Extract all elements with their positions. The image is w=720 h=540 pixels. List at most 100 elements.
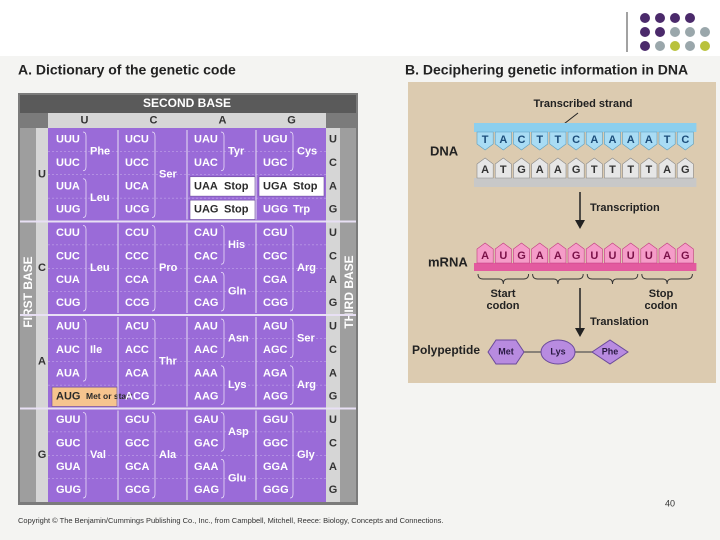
codon: AAU xyxy=(194,321,218,333)
codon: CAG xyxy=(194,297,218,309)
met-shape xyxy=(487,339,525,365)
codon: CCC xyxy=(125,250,149,262)
amino-acid: Ser xyxy=(297,332,315,344)
codon: CAC xyxy=(194,250,218,262)
dna-bottom-base: T xyxy=(627,164,634,176)
dna-top-base: A xyxy=(645,134,653,146)
codon: AGU xyxy=(263,321,288,333)
arrowhead xyxy=(575,220,585,229)
stop-codon-label: Stop xyxy=(649,288,674,300)
coding-base xyxy=(513,157,530,179)
dna-label: DNA xyxy=(430,143,459,158)
amino-acid: Glu xyxy=(228,473,246,485)
mrna-base-letter: U xyxy=(627,250,635,262)
group-bracket xyxy=(151,225,156,312)
panel-a-title: A. Dictionary of the genetic code xyxy=(18,62,236,78)
mrna-base xyxy=(476,242,494,264)
codon: CCA xyxy=(125,274,149,286)
amino-acid: Gly xyxy=(297,449,316,461)
dna-bottom-base: T xyxy=(591,164,598,176)
amino-acid: Phe xyxy=(602,346,619,356)
codon: ACA xyxy=(125,367,149,379)
template-base xyxy=(476,131,494,151)
third-base: C xyxy=(329,157,337,169)
template-base xyxy=(604,131,621,151)
second-base: U xyxy=(81,114,89,126)
codon: AUC xyxy=(56,344,80,356)
group-bracket xyxy=(289,412,294,499)
codon: CUA xyxy=(56,274,80,286)
second-base: A xyxy=(219,114,227,126)
polypeptide-label: Polypeptide xyxy=(412,343,480,357)
codon: GCC xyxy=(125,437,150,449)
codon: CCU xyxy=(125,227,149,239)
group-bracket xyxy=(289,365,294,405)
codon: CGA xyxy=(263,274,288,286)
dna-bottom-base: T xyxy=(646,164,653,176)
start-codon-label: codon xyxy=(487,300,520,312)
amino-acid: Met xyxy=(498,346,514,356)
codon: GUC xyxy=(56,437,81,449)
second-base-row xyxy=(48,113,326,128)
coding-base xyxy=(494,157,512,179)
group-bracket xyxy=(289,225,294,312)
amino-acid: Leu xyxy=(90,192,110,204)
codon: GGU xyxy=(263,414,288,426)
amino-acid: Asn xyxy=(228,332,249,344)
amino-acid: Pro xyxy=(159,262,178,274)
group-bracket xyxy=(151,131,156,218)
codon: AAC xyxy=(194,344,218,356)
group-bracket xyxy=(220,458,225,499)
template-base xyxy=(549,131,567,151)
template-base xyxy=(531,131,549,151)
dna-top-base: A xyxy=(627,134,635,146)
header-band xyxy=(20,95,356,113)
amino-acid: Met or start xyxy=(86,391,132,401)
codon: GAU xyxy=(194,414,219,426)
codon: UUU xyxy=(56,134,80,146)
mrna-base-letter: U xyxy=(590,250,598,262)
codon: CUU xyxy=(56,227,80,239)
dna-top-base: A xyxy=(590,134,598,146)
dna-top-base: A xyxy=(609,134,617,146)
codon: ACG xyxy=(125,391,149,403)
codon: GCG xyxy=(125,484,150,496)
second-base: C xyxy=(150,114,158,126)
codon: UGA xyxy=(263,180,288,192)
codon: CCG xyxy=(125,297,149,309)
codon: UGU xyxy=(263,134,288,146)
third-base: G xyxy=(329,297,338,309)
dna-bottom-base: A xyxy=(663,164,671,176)
codon: GAG xyxy=(194,484,219,496)
amino-acid: Thr xyxy=(159,356,177,368)
codon: ACC xyxy=(125,344,149,356)
mrna-base-letter: G xyxy=(572,250,581,262)
start-codon-label: Start xyxy=(490,288,515,300)
dna-bottom-base: A xyxy=(481,164,489,176)
codon: UAU xyxy=(194,134,218,146)
third-base: G xyxy=(329,391,338,403)
coding-backbone xyxy=(474,178,697,187)
coding-base xyxy=(658,157,676,179)
group-bracket xyxy=(151,318,156,405)
amino-acid: Ser xyxy=(159,169,177,181)
lys-shape xyxy=(540,339,576,365)
codon: CUG xyxy=(56,297,80,309)
codon: CUC xyxy=(56,250,80,262)
coding-base xyxy=(585,157,603,179)
group-bracket xyxy=(220,131,225,172)
codon: AGG xyxy=(263,391,288,403)
group-bracket xyxy=(82,412,87,499)
stop-highlight xyxy=(258,176,325,197)
mrna-base xyxy=(658,242,676,264)
second-base: G xyxy=(287,114,296,126)
group-bracket xyxy=(82,178,87,218)
codon: CAA xyxy=(194,274,218,286)
template-base xyxy=(567,131,585,151)
group-bracket xyxy=(220,365,225,405)
start-highlight xyxy=(51,386,118,407)
amino-acid: Gln xyxy=(228,286,247,298)
coding-base xyxy=(622,157,640,179)
mrna-backbone xyxy=(474,263,697,271)
third-base: G xyxy=(329,484,338,496)
